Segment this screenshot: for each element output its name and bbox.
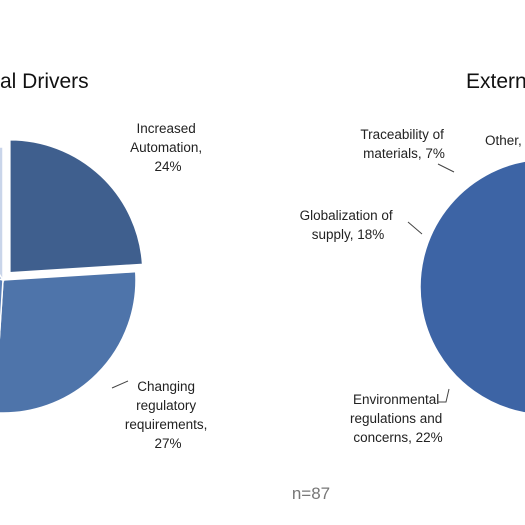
leader-line-changing: [111, 380, 129, 389]
leader-line-environmental: [438, 388, 450, 403]
pie-chart-left: [0, 138, 144, 414]
pie-chart-right: [419, 160, 525, 414]
sample-size-note: n=87: [292, 484, 330, 503]
left-pie-slice-4: [0, 146, 4, 283]
right-chart-title: Extern: [466, 70, 525, 93]
leader-line-globalization: [407, 221, 423, 235]
label-globalization: Globalization of supply, 18%: [300, 208, 397, 242]
left-pie-slice-2: [0, 278, 4, 340]
label-increased-automation: Increased Automation, 24%: [130, 121, 206, 174]
leader-line-traceability: [437, 163, 455, 173]
left-chart-title: al Drivers: [0, 70, 89, 93]
label-other: Other,: [485, 133, 522, 148]
label-traceability: Traceability of materials, 7%: [360, 127, 447, 161]
left-pie-slice-0: [9, 138, 144, 274]
left-pie-slice-1: [0, 270, 137, 414]
label-changing-regulatory: Changing regulatory requirements, 27%: [125, 379, 211, 451]
label-environmental: Environmental regulations and concerns, …: [350, 392, 446, 445]
right-pie-slice-4: [419, 160, 525, 414]
